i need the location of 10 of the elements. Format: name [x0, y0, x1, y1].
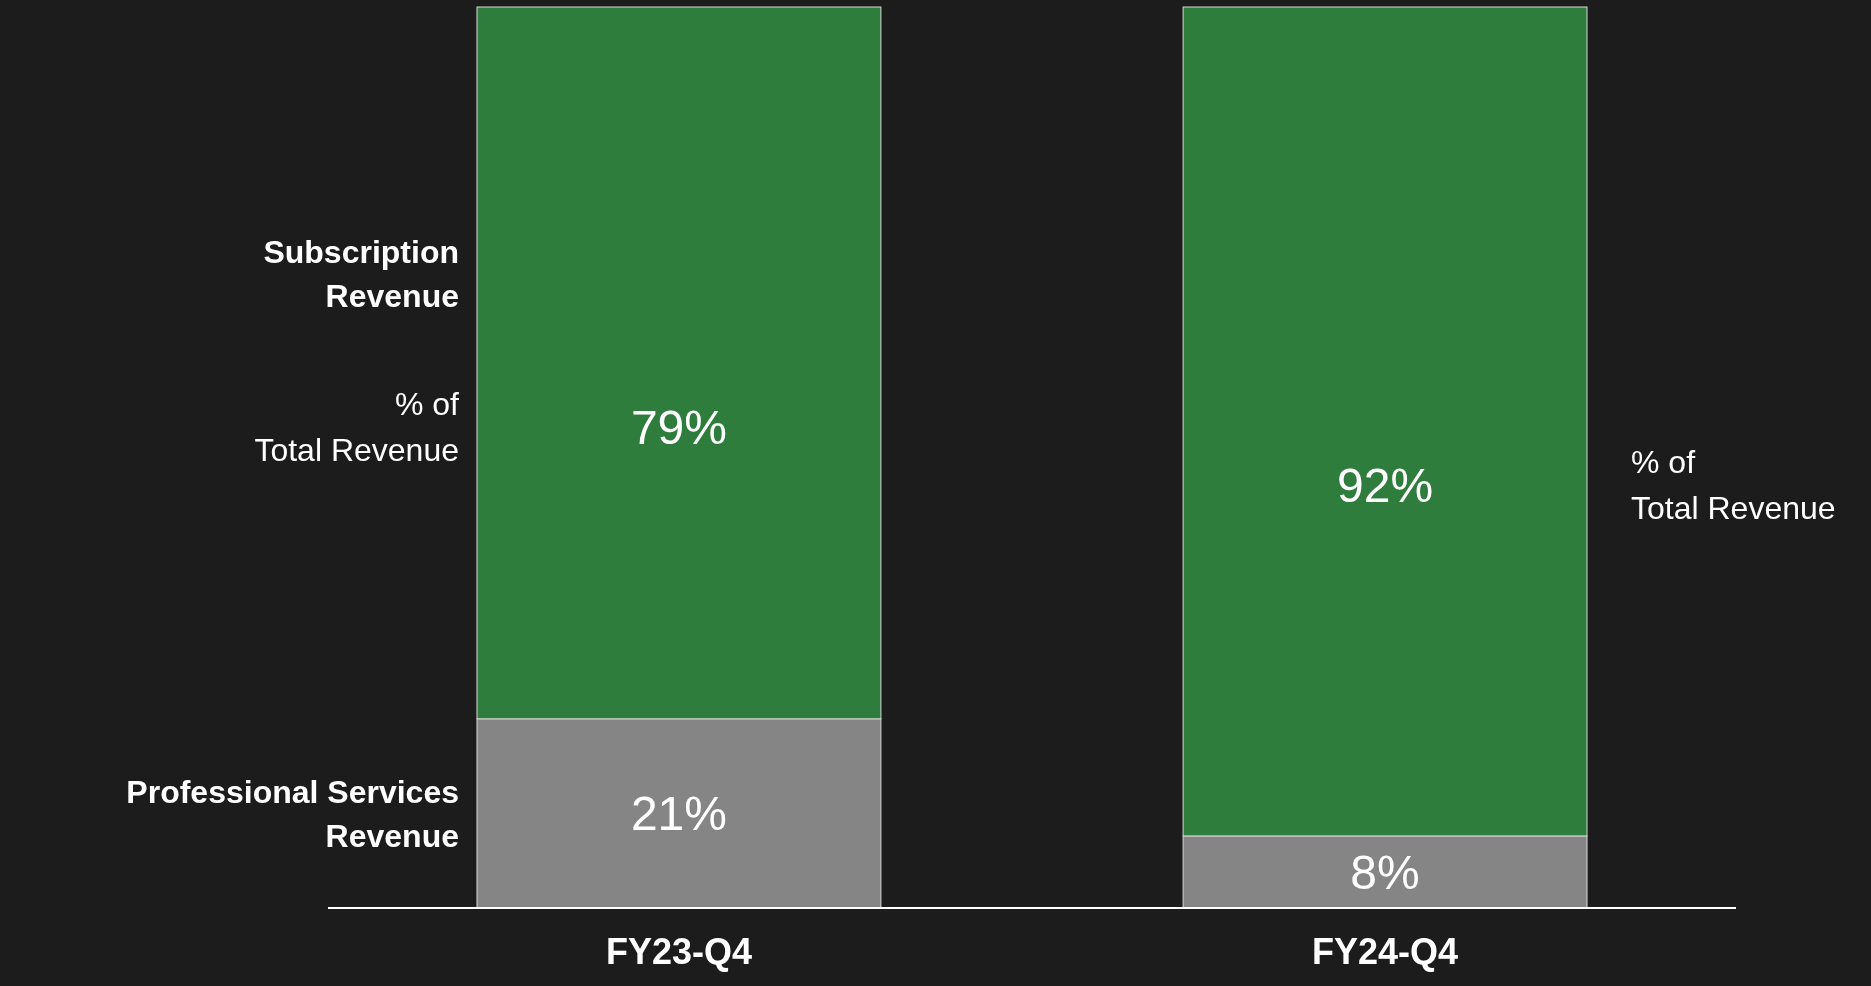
series-label: Subscription Revenue — [263, 233, 459, 314]
data-label: 8% — [1350, 845, 1420, 899]
series-label: Professional Services Revenue — [126, 774, 459, 855]
data-label: 79% — [630, 400, 727, 454]
annotation: % of Total Revenue — [1631, 444, 1836, 527]
annotation: % of Total Revenue — [254, 385, 460, 468]
x-tick-label: FY24-Q4 — [1312, 931, 1459, 972]
data-label: 92% — [1337, 459, 1434, 513]
x-tick-label: FY23-Q4 — [605, 931, 752, 972]
data-label: 21% — [630, 787, 727, 841]
